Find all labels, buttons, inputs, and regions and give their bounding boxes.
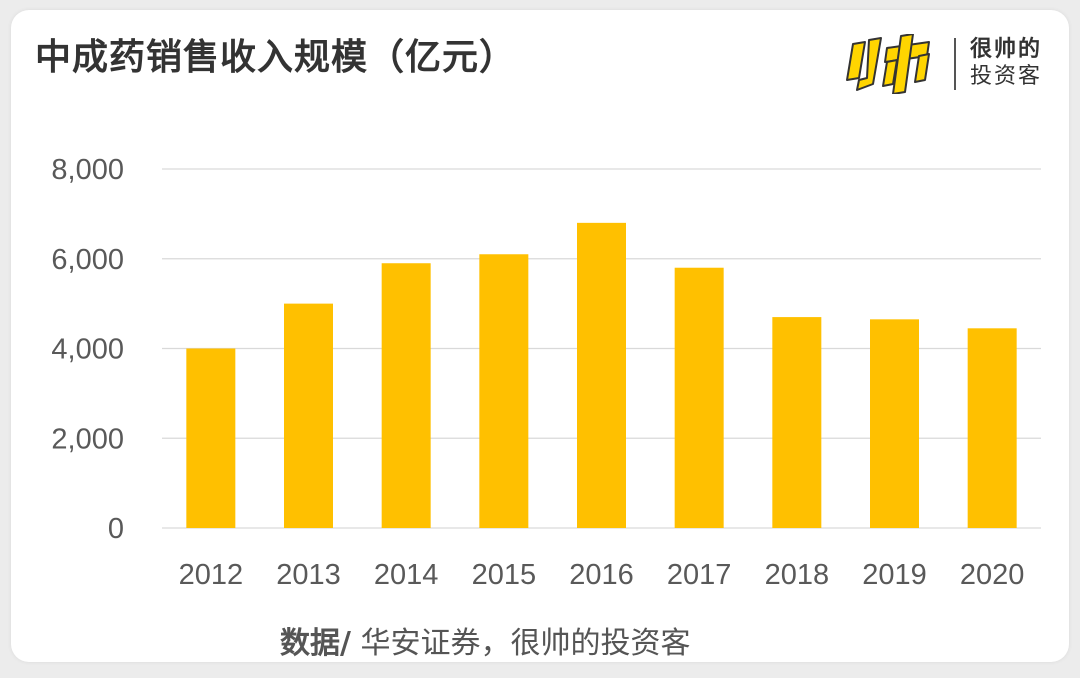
logo-divider bbox=[954, 38, 956, 90]
source-note: 数据/ 华安证券，很帅的投资客 bbox=[280, 618, 691, 662]
x-tick-label: 2012 bbox=[179, 559, 244, 591]
bar bbox=[577, 222, 626, 528]
logo-name-line2: 投资客 bbox=[970, 64, 1043, 89]
chart-title: 中成药销售收入规模（亿元） bbox=[35, 37, 517, 78]
bar bbox=[381, 263, 431, 528]
x-tick-label: 2016 bbox=[569, 559, 634, 591]
x-tick-label: 2014 bbox=[374, 559, 439, 591]
bar bbox=[284, 303, 333, 528]
x-tick-label: 2020 bbox=[960, 559, 1025, 591]
brand-logo: 很帅的 投资客 bbox=[843, 34, 1053, 98]
y-tick-label: 4,000 bbox=[51, 334, 124, 366]
x-tick-label: 2017 bbox=[667, 559, 732, 591]
bar bbox=[772, 317, 822, 528]
x-tick-label: 2015 bbox=[472, 559, 537, 591]
bar bbox=[186, 348, 236, 528]
logo-text: 很帅的 投资客 bbox=[970, 36, 1042, 90]
source-text: 华安证券，很帅的投资客 bbox=[350, 626, 691, 661]
bar bbox=[870, 319, 919, 528]
shuai-brand-mark-icon bbox=[846, 34, 930, 94]
bar bbox=[967, 328, 1017, 528]
bar bbox=[479, 254, 529, 528]
x-tick-label: 2013 bbox=[276, 559, 341, 591]
y-tick-label: 0 bbox=[108, 513, 124, 545]
x-tick-label: 2019 bbox=[862, 559, 927, 591]
source-label: 数据/ bbox=[280, 626, 351, 661]
x-tick-label: 2018 bbox=[765, 559, 830, 591]
y-tick-label: 2,000 bbox=[51, 423, 124, 455]
y-tick-label: 8,000 bbox=[51, 154, 124, 186]
bar bbox=[674, 267, 724, 528]
logo-name-line1: 很帅的 bbox=[970, 37, 1043, 62]
y-tick-label: 6,000 bbox=[51, 244, 124, 276]
